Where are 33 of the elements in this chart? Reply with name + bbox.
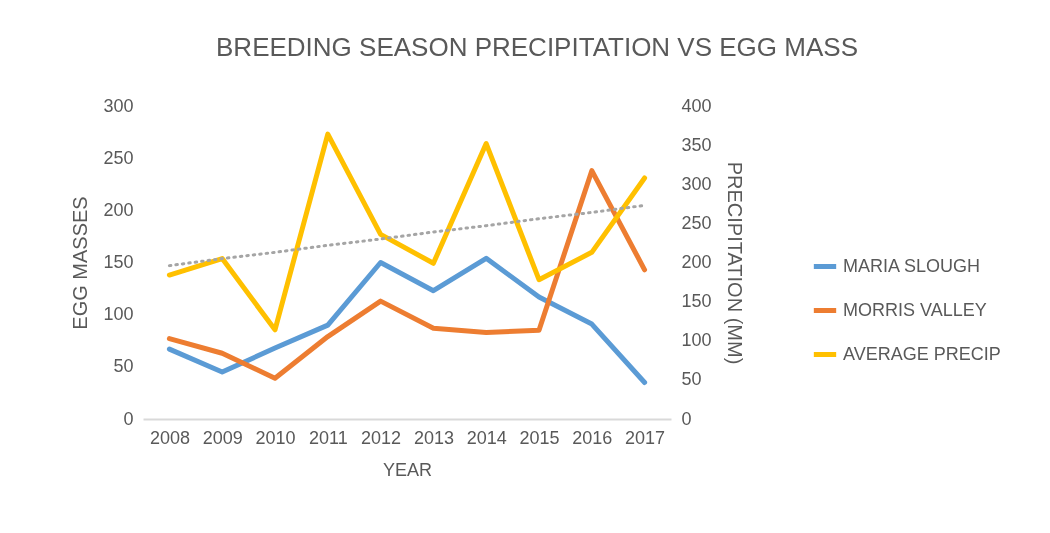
y2-tick-label: 350: [681, 134, 712, 155]
y-tick-label: 250: [103, 147, 134, 168]
y-tick-label: 200: [103, 199, 134, 220]
y2-tick-label: 400: [681, 95, 712, 116]
y2-tick-label: 150: [681, 291, 712, 312]
x-tick-label: 2017: [625, 427, 666, 448]
legend-label: MARIA SLOUGH: [843, 255, 981, 276]
y2-tick-label: 300: [681, 173, 712, 194]
y-tick-label: 300: [103, 95, 134, 116]
x-tick-label: 2016: [572, 427, 613, 448]
y2-tick-label: 100: [681, 330, 712, 351]
x-tick-label: 2008: [149, 427, 190, 448]
x-tick-label: 2010: [255, 427, 296, 448]
x-tick-label: 2014: [466, 427, 507, 448]
y2-tick-label: 50: [681, 369, 702, 390]
y-axis-title: EGG MASSES: [69, 196, 92, 330]
y2-axis-title: PRECIPITATION (MM): [723, 161, 746, 365]
y-tick-label: 50: [113, 356, 134, 377]
chart-title: BREEDING SEASON PRECIPITATION VS EGG MASS: [216, 32, 858, 62]
x-tick-label: 2015: [519, 427, 560, 448]
y-tick-label: 0: [123, 408, 134, 429]
legend-label: MORRIS VALLEY: [843, 299, 987, 320]
x-tick-label: 2012: [361, 427, 402, 448]
y2-tick-label: 0: [681, 408, 692, 429]
x-tick-label: 2011: [308, 427, 348, 448]
y-tick-label: 150: [103, 252, 134, 272]
x-tick-label: 2009: [202, 427, 243, 448]
y2-tick-label: 200: [681, 252, 712, 272]
x-axis-title: YEAR: [382, 459, 433, 480]
y2-tick-label: 250: [681, 212, 712, 233]
x-tick-label: 2013: [413, 427, 454, 448]
legend-label: AVERAGE PRECIP: [843, 343, 1001, 364]
y-tick-label: 100: [103, 304, 134, 325]
